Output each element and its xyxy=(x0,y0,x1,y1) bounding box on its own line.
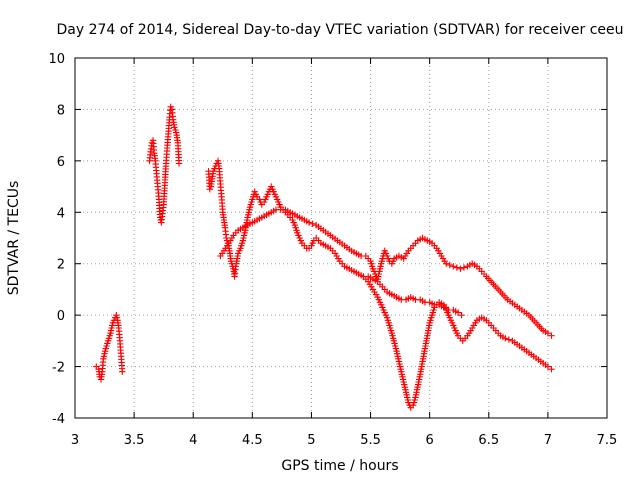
y-tick-label: 2 xyxy=(57,258,65,273)
y-tick-label: 10 xyxy=(48,52,65,67)
data-point-fill xyxy=(453,264,461,271)
x-tick-label: 5.5 xyxy=(360,433,381,448)
x-tick-label: 7.5 xyxy=(597,433,618,448)
y-tick-label: 6 xyxy=(57,155,65,170)
data-point xyxy=(458,311,465,319)
x-axis-label: GPS time / hours xyxy=(281,458,398,474)
x-tick-label: 3.5 xyxy=(124,433,145,448)
grid-lines xyxy=(75,58,607,418)
data-point xyxy=(502,335,509,342)
y-tick-label: -4 xyxy=(52,412,65,427)
data-point xyxy=(175,160,183,167)
x-tick-label: 6 xyxy=(426,433,434,448)
data-point xyxy=(548,365,555,373)
data-point-fill xyxy=(505,336,513,343)
data-point xyxy=(457,265,464,273)
data-point xyxy=(450,263,457,270)
y-axis-label: SDTVAR / TECUs xyxy=(6,181,22,296)
y-tick-label: 4 xyxy=(57,206,65,221)
data-point xyxy=(544,329,552,337)
x-tick-label: 3 xyxy=(71,433,79,448)
data-point xyxy=(544,363,552,370)
data-point xyxy=(454,309,462,316)
data-point xyxy=(443,260,450,267)
x-tick-label: 4 xyxy=(189,433,197,448)
data-point-fill xyxy=(460,264,468,271)
x-tick-label: 7 xyxy=(544,433,552,448)
x-axis-ticks: 3 3.5 4 4.5 5 5.5 6 6.5 7 7.5 xyxy=(71,58,617,448)
data-point-fill xyxy=(446,261,453,269)
series-segment-b xyxy=(146,103,183,226)
y-tick-label: -2 xyxy=(52,361,65,376)
plot-frame xyxy=(74,57,608,419)
series-segment-c xyxy=(205,157,555,411)
data-point xyxy=(119,368,126,375)
data-markers xyxy=(93,103,555,411)
chart-title: Day 274 of 2014, Sidereal Day-to-day VTE… xyxy=(56,22,623,38)
y-tick-label: 0 xyxy=(57,309,65,324)
data-point-fill xyxy=(309,220,316,228)
x-tick-label: 6.5 xyxy=(478,433,499,448)
series-segment-d xyxy=(217,206,555,339)
x-tick-label: 4.5 xyxy=(242,433,263,448)
y-tick-label: 8 xyxy=(57,103,65,118)
series-segment-a xyxy=(93,311,126,383)
x-tick-label: 5 xyxy=(307,433,315,448)
data-point xyxy=(305,219,313,226)
series-segment-e xyxy=(360,273,465,319)
data-point xyxy=(548,332,555,339)
y-axis-ticks: -4 -2 0 2 4 6 8 10 xyxy=(48,52,607,427)
